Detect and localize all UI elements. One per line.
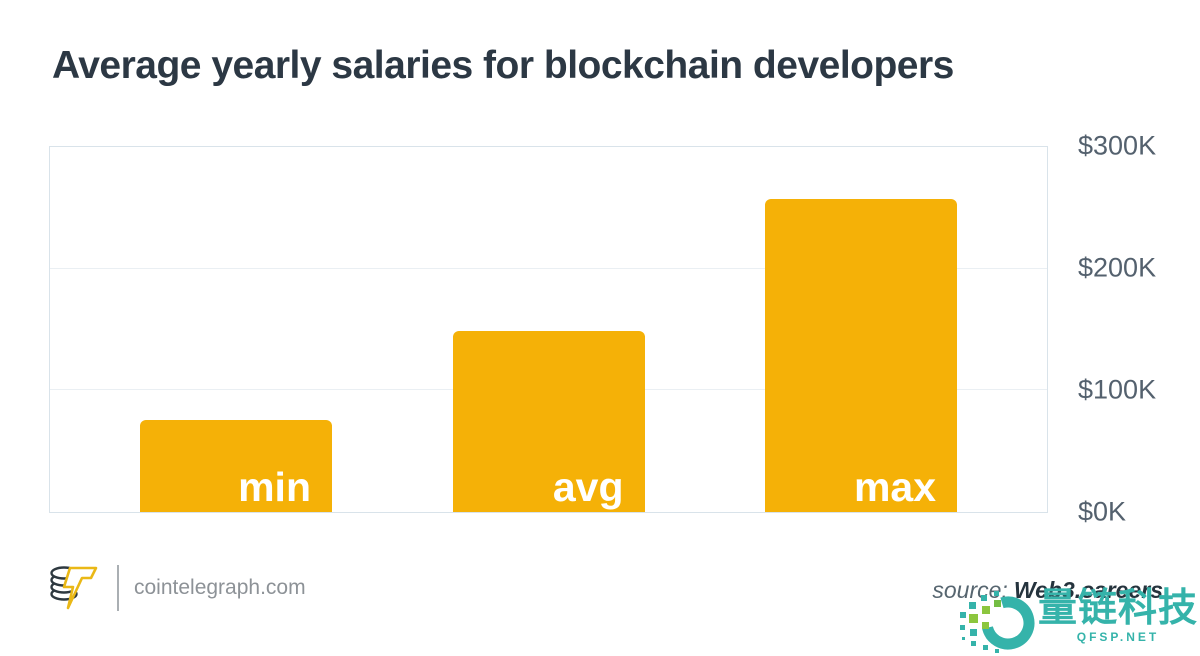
bar-label: min <box>238 463 311 510</box>
bar-min: min <box>140 419 332 512</box>
y-tick-label: $300K <box>1078 130 1157 161</box>
y-tick-label: $100K <box>1078 374 1157 405</box>
watermark: 量链科技 QFSP.NET <box>958 589 1198 655</box>
watermark-text: 量链科技 <box>1037 587 1198 630</box>
source-name: Web3.careers <box>1013 577 1163 603</box>
y-tick-label: $0K <box>1078 496 1127 527</box>
brand-footer: cointelegraph.com <box>48 562 306 614</box>
source-prefix: source: <box>932 577 1008 603</box>
y-axis-labels: $0K $100K $200K $300K <box>1078 131 1198 527</box>
watermark-subtext: QFSP.NET <box>1076 630 1160 644</box>
bar-label: max <box>853 463 936 510</box>
watermark-logo-icon <box>959 591 1035 653</box>
chart-title: Average yearly salaries for blockchain d… <box>52 44 954 87</box>
y-tick-label: $200K <box>1078 252 1157 283</box>
bar-max: max <box>765 199 957 512</box>
bar-avg: avg <box>452 330 645 512</box>
gridline <box>50 267 1047 269</box>
cointelegraph-logo-icon <box>50 566 98 610</box>
bar-label: avg <box>552 463 624 510</box>
plot-area: min avg max <box>49 146 1048 513</box>
bars: min avg max <box>50 147 1047 512</box>
brand-site-label: cointelegraph.com <box>134 576 306 599</box>
source-credit: source: Web3.careers <box>932 577 1163 604</box>
brand-divider <box>117 565 119 611</box>
